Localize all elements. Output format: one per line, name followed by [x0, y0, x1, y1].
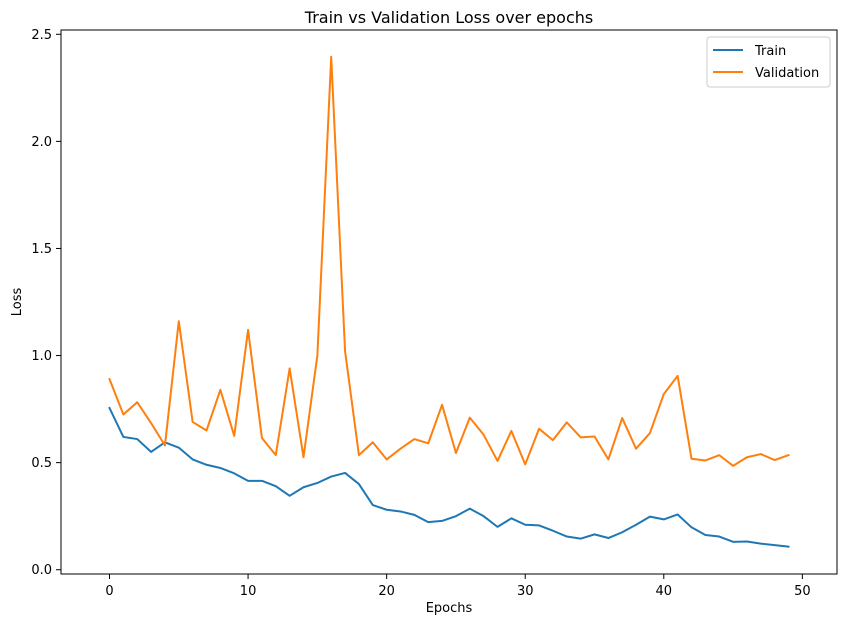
- axis-ticks: 0 10 20 30 40 50 0.0 0.5 1.0 1.5 2.0 2.5: [31, 28, 810, 599]
- y-tick-label: 2.5: [31, 28, 52, 43]
- x-tick-label: 10: [240, 584, 257, 599]
- y-axis-label: Loss: [10, 288, 25, 317]
- plot-frame: [60, 29, 838, 575]
- series-lines: [108, 55, 790, 548]
- x-tick-label: 50: [794, 584, 811, 599]
- legend-label-validation: Validation: [755, 66, 819, 81]
- y-tick-label: 2.0: [31, 135, 52, 150]
- x-tick-label: 30: [517, 584, 534, 599]
- legend-label-train: Train: [754, 44, 786, 59]
- y-tick-label: 0.0: [31, 563, 52, 578]
- y-tick-label: 1.0: [31, 349, 52, 364]
- y-tick-label: 1.5: [31, 242, 52, 257]
- x-tick-label: 0: [105, 584, 113, 599]
- x-tick-label: 20: [378, 584, 395, 599]
- x-tick-label: 40: [656, 584, 673, 599]
- y-tick-label: 0.5: [31, 456, 52, 471]
- x-axis-label: Epochs: [426, 601, 473, 616]
- chart-title: Train vs Validation Loss over epochs: [304, 8, 593, 27]
- series-line-train: [108, 406, 790, 548]
- series-line-validation: [108, 55, 790, 467]
- legend: Train Validation: [706, 36, 831, 88]
